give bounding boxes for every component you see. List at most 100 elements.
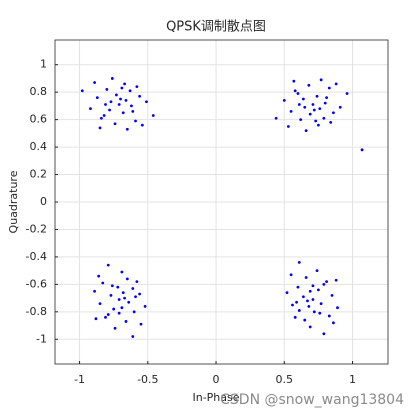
- grid: [55, 40, 388, 364]
- point: [102, 114, 106, 117]
- point: [89, 107, 92, 111]
- point: [134, 119, 137, 123]
- point: [318, 311, 322, 315]
- point: [121, 291, 125, 295]
- point: [293, 315, 297, 319]
- point: [113, 326, 117, 330]
- point: [325, 96, 328, 100]
- x-tick-label: -1: [74, 373, 85, 386]
- point: [286, 125, 290, 128]
- point: [330, 293, 334, 297]
- point: [292, 79, 296, 83]
- point: [327, 86, 331, 90]
- point: [128, 89, 132, 93]
- point: [131, 109, 135, 113]
- point: [311, 103, 315, 106]
- point: [332, 111, 335, 115]
- point: [297, 103, 301, 106]
- point: [120, 270, 124, 274]
- point: [117, 311, 121, 315]
- point: [138, 94, 142, 98]
- point: [311, 284, 315, 288]
- point: [316, 123, 320, 127]
- y-axis-label: Quadrature: [7, 170, 20, 233]
- point: [94, 317, 98, 321]
- point: [327, 314, 331, 318]
- point: [308, 112, 312, 116]
- point: [315, 269, 319, 273]
- point: [291, 303, 294, 307]
- point: [93, 289, 96, 293]
- y-tick-label: -0.4: [26, 250, 47, 263]
- point: [132, 310, 136, 314]
- point: [295, 300, 298, 304]
- point: [145, 100, 148, 104]
- point: [105, 88, 109, 91]
- point: [95, 96, 99, 100]
- point: [332, 321, 335, 325]
- point: [304, 129, 308, 133]
- y-tick-label: 0.6: [30, 113, 48, 126]
- point: [106, 263, 110, 267]
- point: [121, 111, 125, 115]
- x-axis-label: In-Phase: [192, 391, 239, 404]
- watermark: CSDN @snow_wang13804: [220, 392, 404, 408]
- point: [360, 148, 364, 152]
- point: [323, 101, 327, 105]
- point: [98, 302, 102, 305]
- point: [139, 322, 143, 326]
- point: [307, 304, 311, 308]
- point: [109, 293, 113, 297]
- point: [312, 310, 316, 314]
- point: [124, 99, 128, 102]
- y-tick-label: 0.8: [30, 85, 48, 98]
- y-tick-label: 0.4: [30, 140, 48, 153]
- point: [314, 119, 318, 123]
- point: [109, 100, 113, 104]
- point: [293, 89, 297, 93]
- point: [115, 93, 118, 97]
- point: [98, 126, 102, 130]
- point: [104, 315, 107, 319]
- point: [296, 285, 300, 289]
- x-tick-label: 1: [349, 373, 356, 386]
- point: [308, 325, 312, 329]
- point: [124, 320, 128, 323]
- point: [125, 127, 129, 131]
- point: [282, 99, 286, 102]
- point: [135, 85, 139, 89]
- point: [308, 289, 312, 293]
- point: [110, 77, 114, 80]
- y-tick-label: 1: [40, 58, 47, 71]
- point: [123, 296, 127, 300]
- point: [297, 261, 301, 264]
- point: [130, 104, 133, 108]
- point: [97, 274, 101, 278]
- y-tick-label: 0: [40, 195, 47, 208]
- point: [100, 116, 103, 120]
- y-tick-label: -0.6: [26, 277, 47, 290]
- point: [329, 120, 333, 124]
- point: [131, 335, 135, 338]
- point: [140, 123, 144, 127]
- point: [338, 105, 342, 109]
- point: [334, 82, 338, 86]
- point: [120, 86, 124, 90]
- point: [345, 92, 349, 95]
- y-tick-label: 0.2: [30, 168, 48, 181]
- point: [117, 103, 121, 106]
- point: [289, 273, 293, 277]
- point: [143, 304, 147, 308]
- point: [307, 83, 311, 87]
- point: [316, 288, 320, 292]
- point: [301, 295, 305, 299]
- point: [93, 81, 96, 84]
- point: [125, 277, 129, 281]
- point: [101, 281, 105, 285]
- point: [285, 291, 289, 295]
- point: [104, 103, 107, 106]
- point: [306, 299, 309, 303]
- point: [315, 94, 319, 98]
